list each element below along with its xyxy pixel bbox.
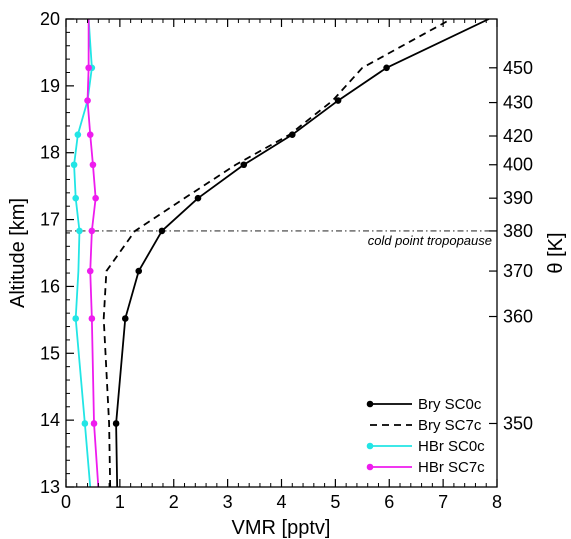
series-point-0 [334, 97, 342, 104]
legend-label: Bry SC0c [418, 396, 482, 413]
series-point-3 [85, 64, 92, 72]
x-tick-label: 8 [492, 492, 502, 512]
y2-tick-label: 380 [503, 221, 533, 241]
x-tick-label: 2 [169, 492, 179, 512]
legend-label: HBr SC0c [418, 438, 485, 455]
y2-tick-label: 420 [503, 126, 533, 146]
series-point-2 [74, 131, 82, 138]
series-point-3 [89, 161, 97, 169]
y-tick-label: 17 [40, 210, 60, 230]
series-line-1 [102, 19, 452, 487]
series-line-2 [73, 19, 93, 487]
markers-group [70, 64, 390, 427]
y2-tick-label: 350 [503, 413, 533, 433]
legend-marker [366, 442, 374, 450]
series-point-2 [72, 194, 79, 202]
x-tick-label: 5 [330, 492, 340, 512]
series-point-0 [194, 194, 202, 202]
axes-group: 0 1 2 3 4 5 6 7 8 13 14 15 16 17 18 19 20 350 360 370 380 390… [40, 9, 533, 512]
series-point-2 [81, 420, 89, 427]
y2-axis-label: θ [K] [545, 232, 567, 273]
series-point-2 [72, 315, 79, 322]
y2-tick-label: 430 [503, 93, 533, 113]
series-point-0 [121, 315, 129, 322]
series-point-0 [288, 131, 296, 138]
series-point-0 [135, 267, 143, 275]
x-axis-label: VMR [pptv] [232, 517, 331, 539]
x-tick-label: 7 [438, 492, 448, 512]
series-point-3 [86, 131, 94, 138]
series-point-3 [88, 227, 96, 235]
y-tick-label: 18 [40, 143, 60, 163]
series-point-0 [383, 64, 390, 72]
y2-tick-label: 360 [503, 307, 533, 327]
x-tick-label: 6 [384, 492, 394, 512]
y-tick-label: 19 [40, 76, 60, 96]
y2-tick-label: 370 [503, 261, 533, 281]
tropopause-label: cold point tropopause [368, 233, 492, 248]
series-point-3 [92, 194, 99, 202]
series-point-2 [76, 227, 83, 235]
x-tick-label: 4 [276, 492, 286, 512]
legend: Bry SC0c Bry SC7c HBr SC0c HBr SC7c [366, 396, 485, 476]
series-point-3 [90, 420, 98, 427]
y2-tick-label: 450 [503, 58, 533, 78]
y2-tick-label: 400 [503, 155, 533, 175]
x-tick-label: 3 [223, 492, 233, 512]
series-point-0 [240, 161, 248, 169]
series-point-3 [84, 97, 91, 104]
y-tick-label: 13 [40, 477, 60, 497]
series-point-3 [88, 315, 96, 322]
series-point-0 [158, 227, 166, 235]
legend-marker [366, 463, 374, 471]
legend-label: Bry SC7c [418, 417, 482, 434]
legend-marker [366, 400, 374, 408]
series-point-3 [86, 267, 94, 275]
y-axis-label: Altitude [km] [7, 198, 29, 308]
series-point-2 [70, 161, 78, 169]
series-point-0 [112, 420, 120, 427]
y-tick-label: 16 [40, 276, 60, 296]
y-tick-label: 20 [40, 9, 60, 29]
y2-tick-label: 390 [503, 188, 533, 208]
legend-label: HBr SC7c [418, 459, 485, 476]
y-tick-label: 15 [40, 343, 60, 363]
y-tick-label: 14 [40, 410, 60, 430]
x-tick-label: 0 [61, 492, 71, 512]
x-tick-label: 1 [115, 492, 125, 512]
